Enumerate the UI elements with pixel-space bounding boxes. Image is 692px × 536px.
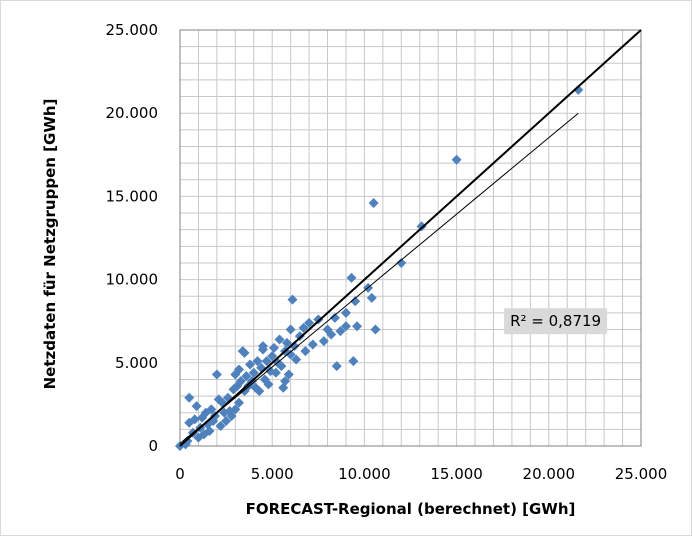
data-point xyxy=(234,397,245,408)
data-point xyxy=(340,321,351,332)
x-axis-title: FORECAST-Regional (berechnet) [GWh] xyxy=(246,500,576,518)
data-point xyxy=(287,294,298,305)
data-point xyxy=(307,339,318,350)
data-point xyxy=(189,414,200,425)
data-point xyxy=(252,356,263,367)
data-point xyxy=(191,401,202,412)
y-axis-title: Netzdaten für Netzgruppen [GWh] xyxy=(41,99,59,390)
y-tick-label: 20.000 xyxy=(106,104,159,122)
data-point xyxy=(348,356,359,367)
data-point xyxy=(182,436,193,447)
data-point xyxy=(261,356,272,367)
data-point xyxy=(573,84,584,95)
x-tick-label: 0 xyxy=(175,465,185,483)
data-point xyxy=(276,361,287,372)
y-tick-label: 15.000 xyxy=(106,187,159,205)
y-tick-label: 0 xyxy=(148,437,158,455)
data-point xyxy=(335,326,346,337)
x-axis-ticks: 0 5.000 10.000 15.000 20.000 25.000 xyxy=(175,465,667,483)
data-point xyxy=(416,221,427,232)
data-point xyxy=(254,386,265,397)
data-point xyxy=(210,411,221,422)
regression-line xyxy=(179,112,579,444)
data-point xyxy=(239,347,250,358)
data-point xyxy=(184,392,195,403)
data-point xyxy=(280,376,291,387)
data-point xyxy=(248,367,259,378)
data-point xyxy=(285,324,296,335)
data-point xyxy=(370,324,381,335)
data-point xyxy=(368,198,379,209)
x-tick-label: 25.000 xyxy=(615,465,668,483)
data-point xyxy=(285,349,296,360)
y-tick-label: 25.000 xyxy=(106,21,159,39)
data-point xyxy=(230,404,241,415)
data-point xyxy=(211,369,222,380)
identity-line xyxy=(179,29,642,447)
data-point xyxy=(221,416,232,427)
data-point xyxy=(451,154,462,165)
x-tick-label: 15.000 xyxy=(430,465,483,483)
data-point xyxy=(269,342,280,353)
r-squared-box xyxy=(504,308,608,335)
data-point xyxy=(234,364,245,375)
data-point xyxy=(331,361,342,372)
data-point xyxy=(298,322,309,333)
y-axis-ticks: 0 5.000 10.000 15.000 20.000 25.000 xyxy=(106,21,159,455)
data-point xyxy=(346,272,357,283)
data-point xyxy=(318,336,329,347)
data-point xyxy=(350,296,361,307)
x-tick-label: 20.000 xyxy=(523,465,576,483)
data-point xyxy=(257,341,268,352)
data-point xyxy=(300,346,311,357)
data-point xyxy=(396,257,407,268)
data-point xyxy=(304,317,315,328)
data-point xyxy=(270,367,281,378)
r-squared-label: R² = 0,8719 xyxy=(510,312,601,330)
y-tick-label: 10.000 xyxy=(106,271,159,289)
data-point xyxy=(263,379,274,390)
x-tick-label: 5.000 xyxy=(251,465,294,483)
data-point xyxy=(206,404,217,415)
data-point xyxy=(267,351,278,362)
data-point xyxy=(274,334,285,345)
grid-lines xyxy=(180,30,641,446)
data-point xyxy=(340,307,351,318)
data-point xyxy=(281,337,292,348)
data-point xyxy=(283,369,294,380)
data-point xyxy=(294,331,305,342)
data-point xyxy=(204,426,215,437)
data-point xyxy=(215,421,226,432)
data-point xyxy=(366,292,377,303)
data-point xyxy=(289,341,300,352)
data-point xyxy=(329,312,340,323)
data-point xyxy=(326,329,337,340)
r-squared-annotation: R² = 0,8719 xyxy=(504,308,608,335)
plot-frame xyxy=(179,29,642,447)
data-point xyxy=(226,411,237,422)
data-point xyxy=(291,354,302,365)
y-tick-label: 5.000 xyxy=(115,354,158,372)
data-point xyxy=(313,314,324,325)
data-point xyxy=(241,371,252,382)
data-point xyxy=(352,321,363,332)
x-tick-label: 10.000 xyxy=(338,465,391,483)
trend-lines xyxy=(179,29,642,447)
data-point xyxy=(245,359,256,370)
data-point xyxy=(235,376,246,387)
